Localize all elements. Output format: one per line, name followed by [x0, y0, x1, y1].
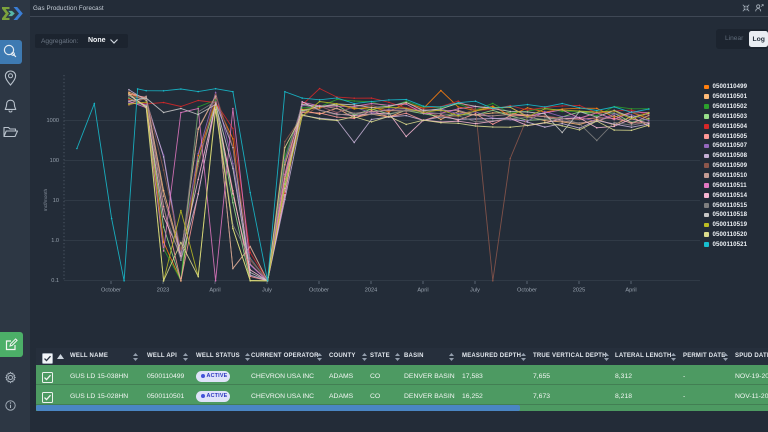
svg-text:October: October	[309, 288, 329, 294]
svg-text:0.1: 0.1	[51, 278, 59, 284]
svg-text:2023: 2023	[157, 288, 169, 294]
svg-text:April: April	[417, 288, 428, 294]
svg-text:1000: 1000	[47, 118, 59, 124]
svg-text:October: October	[101, 288, 121, 294]
svg-text:2025: 2025	[573, 288, 585, 294]
svg-text:100: 100	[50, 158, 59, 164]
svg-text:July: July	[262, 288, 272, 294]
svg-text:October: October	[517, 288, 537, 294]
svg-text:April: April	[625, 288, 636, 294]
svg-text:July: July	[470, 288, 480, 294]
svg-text:mcf/month: mcf/month	[43, 188, 49, 211]
svg-text:2024: 2024	[365, 288, 377, 294]
svg-text:April: April	[209, 288, 220, 294]
svg-text:1.0: 1.0	[51, 238, 59, 244]
svg-text:10: 10	[53, 198, 59, 204]
